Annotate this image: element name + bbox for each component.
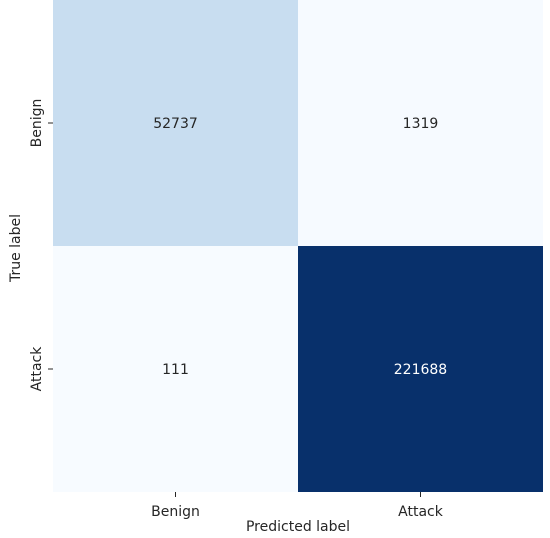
x-tick-label: Attack (398, 504, 444, 520)
y-tick-label: Attack (29, 346, 45, 392)
cell-value-label: 1319 (403, 116, 439, 132)
axis-ticks: Benign Attack Benign Attack (29, 99, 444, 520)
y-tick-label: Benign (29, 99, 45, 148)
heatmap-cells: 52737 1319 111 221688 (53, 0, 543, 492)
x-axis-title: Predicted label (246, 519, 350, 535)
heatmap-cell-benign-benign (53, 0, 298, 246)
heatmap-cell-attack-attack (298, 246, 543, 492)
y-axis-title: True label (8, 214, 24, 283)
heatmap-cell-attack-benign (53, 246, 298, 492)
x-tick-label: Benign (151, 504, 200, 520)
cell-value-label: 111 (162, 362, 189, 378)
cell-value-label: 221688 (394, 362, 447, 378)
heatmap-cell-benign-attack (298, 0, 543, 246)
cell-value-label: 52737 (153, 116, 198, 132)
